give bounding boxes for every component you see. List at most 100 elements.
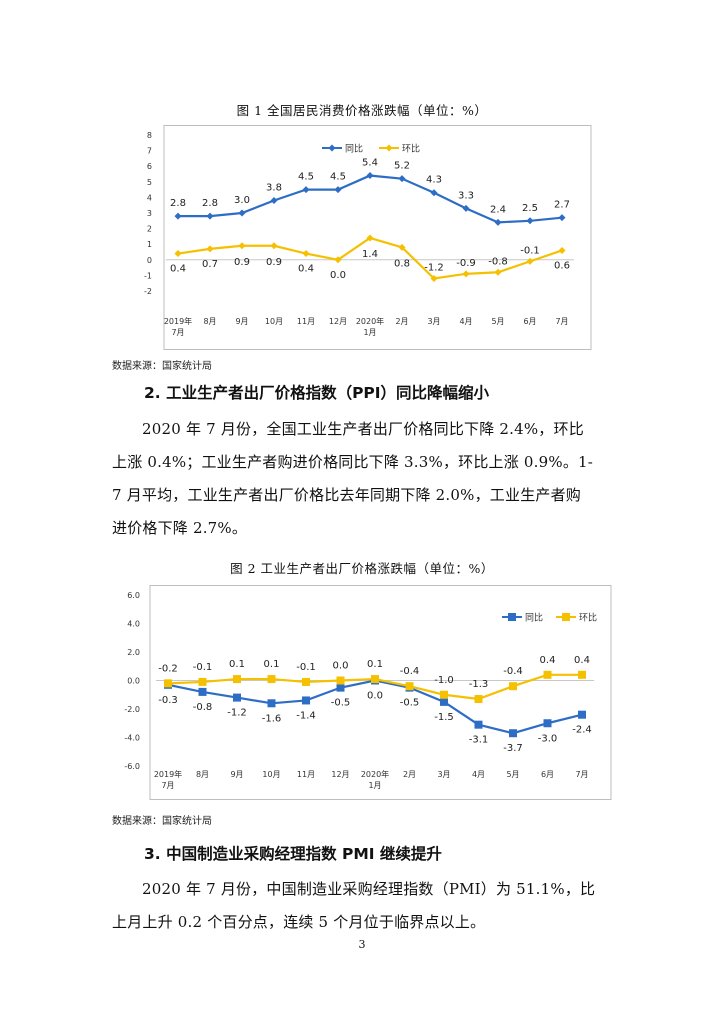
x-tick-label: 8月 [196, 770, 209, 779]
paragraph-line: 7 月平均，工业生产者出厂价格比去年同期下降 2.0%，工业生产者购 [112, 486, 581, 504]
data-label: 0.7 [202, 259, 218, 270]
data-point [267, 675, 276, 684]
data-label: 0.9 [234, 257, 250, 268]
section-3-heading: 3. 中国制造业采购经理指数 PMI 继续提升 [144, 845, 442, 863]
data-label: 0.0 [367, 691, 383, 702]
data-point [526, 217, 534, 225]
x-tick-label: 12月 [331, 770, 349, 779]
data-label: 0.4 [540, 655, 556, 666]
legend-marker [385, 144, 393, 152]
data-point [302, 250, 310, 258]
data-label: 2.8 [202, 198, 218, 209]
data-point [174, 250, 182, 258]
y-tick-label: 8 [147, 131, 152, 140]
y-tick-label: 6 [147, 162, 152, 171]
data-point [509, 682, 517, 691]
x-tick-label: 4月 [472, 770, 485, 779]
data-point [334, 186, 342, 194]
data-label: 0.1 [229, 659, 245, 670]
data-point [398, 243, 406, 251]
data-label: -2.4 [572, 725, 592, 736]
section-2-heading: 2. 工业生产者出厂价格指数（PPI）同比降幅缩小 [144, 384, 490, 402]
x-tick-label: 5月 [506, 770, 519, 779]
paragraph-line: 2020 年 7 月份，中国制造业采购经理指数（PMI）为 51.1%，比 [142, 880, 596, 898]
y-tick-label: 0.0 [127, 677, 140, 686]
data-label: -0.8 [193, 702, 213, 713]
x-tick-label: 2020年 [361, 769, 389, 779]
legend-marker [328, 144, 336, 152]
data-point [578, 710, 586, 719]
data-label: 4.3 [426, 175, 442, 186]
data-label: -0.4 [400, 666, 420, 677]
data-point [558, 214, 566, 222]
section-2-paragraph: 2020 年 7 月份，全国工业生产者出厂价格同比下降 2.4%，环比 上涨 0… [112, 413, 617, 545]
x-tick-label: 3月 [427, 317, 440, 326]
x-tick-label: 3月 [437, 770, 450, 779]
data-point [233, 675, 241, 684]
y-tick-label: 6.0 [127, 591, 140, 600]
data-point [398, 175, 406, 183]
data-point [462, 204, 470, 212]
data-label: -1.3 [469, 679, 489, 690]
data-point [366, 234, 374, 242]
y-tick-label: 5 [147, 178, 152, 187]
x-tick-label: 2月 [403, 770, 416, 779]
data-label: -0.1 [520, 245, 540, 256]
legend-marker [508, 613, 516, 621]
x-tick-label: 10月 [265, 317, 283, 326]
data-label: 1.4 [362, 249, 378, 260]
data-label: 0.4 [298, 264, 314, 275]
data-label: 3.3 [458, 190, 474, 201]
data-label: -3.7 [503, 743, 523, 754]
data-label: 4.5 [298, 172, 314, 183]
data-point [371, 675, 379, 684]
data-label: -1.4 [296, 710, 316, 721]
y-tick-label: 7 [147, 147, 152, 156]
data-label: 2.7 [554, 200, 570, 211]
data-label: 3.8 [266, 183, 282, 194]
x-tick-label: 2019年 [154, 769, 182, 779]
data-point [509, 729, 517, 738]
data-label: -3.0 [538, 733, 558, 744]
x-tick-label: 4月 [459, 317, 472, 326]
data-label: -0.4 [503, 666, 523, 677]
ppi-line-chart: 6.0 4.0 2.0 0.0 -2.0 -4.0 -6.0 2019年 7月 8月 9月 10月 11… [124, 585, 612, 800]
data-label: 5.2 [394, 161, 410, 172]
data-point [543, 719, 552, 728]
data-label: -1.6 [262, 713, 282, 724]
legend-label: 环比 [402, 143, 420, 155]
data-point [206, 245, 214, 253]
x-tick-label: 2020年 [356, 316, 384, 326]
page-number: 3 [358, 938, 366, 951]
data-label: -1.0 [434, 675, 454, 686]
y-tick-label: 0 [147, 256, 152, 265]
data-point [198, 687, 207, 696]
paragraph-line: 上涨 0.4%；工业生产者购进价格同比下降 3.3%，环比上涨 0.9%。1- [112, 453, 594, 471]
data-label: 2.8 [170, 198, 186, 209]
x-tick-label: 6月 [541, 770, 554, 779]
data-point [578, 670, 586, 679]
data-label: 0.0 [330, 270, 346, 281]
legend-label: 环比 [579, 612, 597, 624]
data-point [558, 246, 566, 254]
legend-label: 同比 [525, 612, 543, 624]
data-label: 4.5 [330, 172, 346, 183]
figure-1-caption: 图 1 全国居民消费价格涨跌幅（单位：%） [236, 103, 488, 118]
section-3-paragraph: 2020 年 7 月份，中国制造业采购经理指数（PMI）为 51.1%，比 上月… [112, 873, 617, 939]
y-tick-label: 3 [147, 209, 152, 218]
data-point [336, 676, 345, 685]
data-label: -1.2 [227, 708, 247, 719]
data-point [238, 242, 246, 250]
x-tick-label: 9月 [235, 317, 248, 326]
data-point [430, 189, 438, 197]
data-label: 0.9 [266, 257, 282, 268]
data-label: -0.8 [488, 256, 508, 267]
data-point [474, 720, 483, 729]
y-tick-label: 2.0 [127, 648, 140, 657]
data-point [233, 693, 241, 702]
data-point [206, 212, 214, 220]
x-tick-label: 7月 [575, 770, 588, 779]
y-tick-label: -2.0 [124, 705, 140, 714]
data-point [440, 697, 448, 706]
x-tick-label: 8月 [203, 317, 216, 326]
